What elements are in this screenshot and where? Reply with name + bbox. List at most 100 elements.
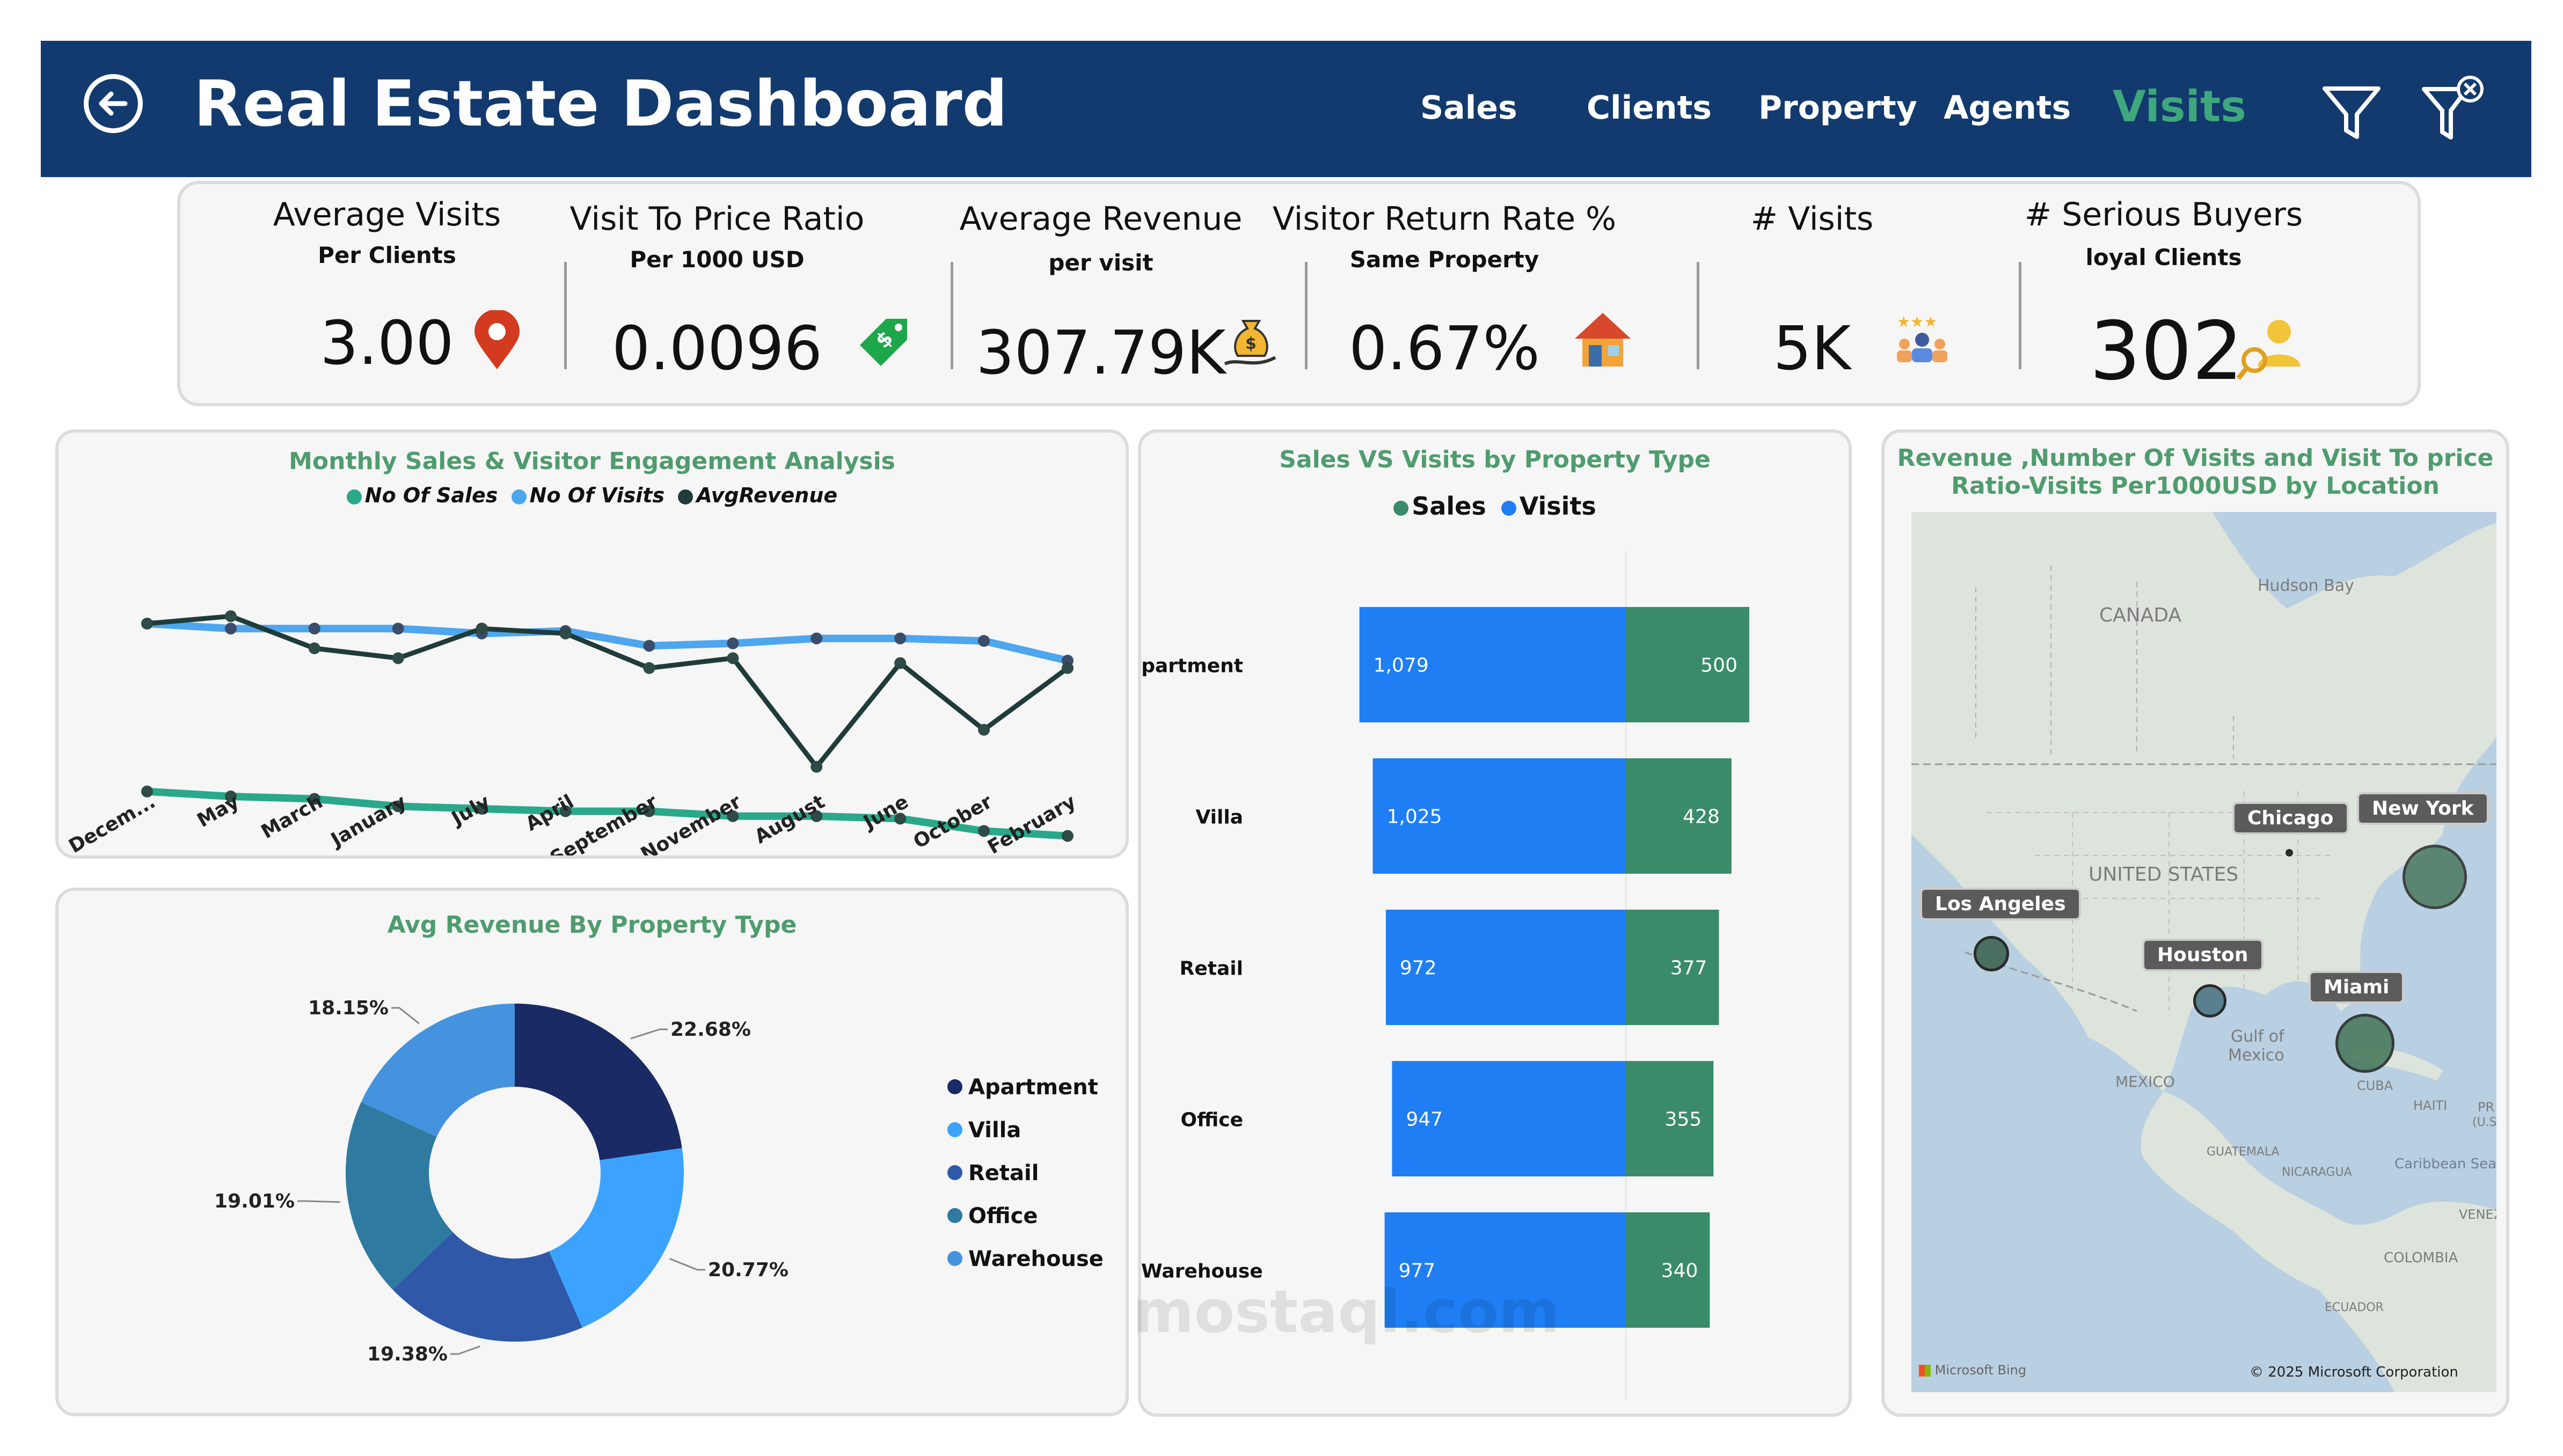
leader-line <box>669 1257 705 1271</box>
kpi-title: Average Revenue <box>959 200 1243 238</box>
legend-item-revenue[interactable]: AvgRevenue <box>678 484 837 507</box>
nav-tab-property[interactable]: Property <box>1758 89 1917 127</box>
panel-title: Avg Revenue By Property Type <box>387 911 797 939</box>
bar-value-label: 500 <box>1700 655 1737 677</box>
nav-tab-agents[interactable]: Agents <box>1944 89 2071 127</box>
map-label: Mexico <box>2228 1046 2284 1065</box>
legend-dot <box>947 1122 962 1137</box>
city-label-los-angeles[interactable]: Los Angeles <box>1920 888 2081 920</box>
data-point <box>727 637 739 649</box>
map-label: PR <box>2478 1100 2495 1115</box>
map-canvas[interactable]: Hudson Bay CANADA UNITED STATES Gulf of … <box>1911 512 2496 1392</box>
data-point <box>308 623 320 635</box>
kpi-subtitle: Same Property <box>1349 246 1539 273</box>
data-point <box>643 662 655 674</box>
map-bubble-miami[interactable] <box>2335 1014 2394 1073</box>
bar-value-label: 377 <box>1670 957 1707 979</box>
legend-dot <box>947 1079 962 1094</box>
series-line-no-of-sales <box>147 787 1068 840</box>
nav-tab-visits[interactable]: Visits <box>2113 82 2246 131</box>
price-tag-icon: $ <box>857 316 910 371</box>
leader-line <box>297 1200 340 1203</box>
legend-label: No Of Visits <box>529 484 665 507</box>
money-bag-hand-icon: $ <box>1222 310 1281 374</box>
leader-line <box>450 1345 480 1355</box>
clear-filter-icon[interactable] <box>2419 73 2488 148</box>
nav-tab-clients[interactable]: Clients <box>1587 89 1712 127</box>
category-label: Warehouse <box>1141 1261 1263 1283</box>
series-line-avgrevenue <box>147 613 1069 770</box>
top-banner: Real Estate Dashboard Sales Clients Prop… <box>41 41 2531 177</box>
legend-item-visits[interactable]: No Of Visits <box>511 484 665 507</box>
data-point <box>224 791 237 802</box>
attribution-text: Microsoft Bing <box>1934 1363 2027 1378</box>
kpi-value: 307.79K <box>976 318 1226 388</box>
line-chart-panel: Monthly Sales & Visitor Engagement Analy… <box>55 429 1129 859</box>
bar-sales <box>1385 910 1626 1025</box>
legend-item-visits[interactable]: Visits <box>1501 492 1596 521</box>
bar-sales <box>1392 1061 1626 1176</box>
kpi-value: 0.0096 <box>612 314 822 384</box>
legend-label: Visits <box>1519 492 1596 521</box>
slice-percent-label: 18.15% <box>308 997 389 1019</box>
legend-dot <box>947 1208 962 1223</box>
x-tick-label: April <box>522 791 578 836</box>
legend-label: Office <box>968 1204 1038 1228</box>
data-point <box>727 810 739 822</box>
back-arrow-icon[interactable] <box>84 74 143 133</box>
kpi-title: Visit To Price Ratio <box>569 200 865 238</box>
city-label-houston[interactable]: Houston <box>2142 939 2263 971</box>
data-point <box>894 657 907 669</box>
data-point <box>224 623 237 635</box>
data-point <box>894 632 907 645</box>
map-attribution-left: Microsoft Bing <box>1919 1363 2026 1378</box>
legend-dot <box>947 1251 962 1266</box>
map-label: HAITI <box>2413 1098 2448 1113</box>
map-bubble-chicago[interactable] <box>2285 849 2293 857</box>
legend-item-sales[interactable]: Sales <box>1393 492 1486 521</box>
panel-title-line: Ratio-Visits Per1000USD by Location <box>1951 472 2440 500</box>
line-chart: Decem... May March January July AprilSeptembe… <box>65 610 1080 855</box>
data-point <box>392 800 404 813</box>
map-label: Gulf of <box>2231 1027 2284 1046</box>
bar-chart-panel: Sales VS Visits by Property Type Sales V… <box>1138 429 1852 1417</box>
panel-title-line: Revenue ,Number Of Visits and Visit To p… <box>1897 444 2494 472</box>
data-point <box>141 785 153 797</box>
map-bubble-houston[interactable] <box>2193 984 2226 1018</box>
data-point <box>476 623 488 635</box>
kpi-card: Average Visits Per Clients 3.00 Visit To… <box>177 181 2421 406</box>
map-label: COLOMBIA <box>2384 1250 2458 1266</box>
city-label-miami[interactable]: Miami <box>2309 971 2405 1004</box>
donut-slice-apartment <box>515 1004 682 1160</box>
city-label-chicago[interactable]: Chicago <box>2232 802 2349 835</box>
map-land <box>1911 512 2496 1392</box>
map-label: CUBA <box>2357 1078 2393 1093</box>
legend-item-sales[interactable]: No Of Sales <box>346 484 498 507</box>
map-label: CANADA <box>2099 604 2182 626</box>
legend-dot <box>346 489 362 504</box>
map-bubble-los-angeles[interactable] <box>1974 936 2009 971</box>
slice-percent-label: 20.77% <box>708 1259 788 1281</box>
slice-percent-label: 19.01% <box>214 1190 295 1212</box>
bar-visits <box>1626 910 1719 1025</box>
svg-text:★★★: ★★★ <box>1897 313 1937 331</box>
category-label: Retail <box>1180 958 1243 980</box>
city-label-new-york[interactable]: New York <box>2357 792 2489 825</box>
bar-sales <box>1359 607 1626 722</box>
bar-visits <box>1626 1061 1714 1176</box>
nav-tab-sales[interactable]: Sales <box>1420 89 1517 127</box>
kpi-subtitle: Per Clients <box>318 242 456 268</box>
map-bubble-new-york[interactable] <box>2403 845 2467 909</box>
data-point <box>810 632 823 645</box>
map-panel: Revenue ,Number Of Visits and Visit To p… <box>1881 429 2509 1417</box>
bar-value-label: 1,025 <box>1387 806 1442 828</box>
bar-value-label: 355 <box>1665 1109 1702 1131</box>
data-point <box>978 825 990 837</box>
legend-label: AvgRevenue <box>696 484 838 507</box>
data-point <box>643 640 655 652</box>
filter-icon[interactable] <box>2319 81 2384 148</box>
x-tick-label: February <box>984 791 1079 855</box>
kpi-title: # Serious Buyers <box>2024 196 2303 233</box>
kpi-subtitle: per visit <box>1048 250 1153 276</box>
data-point <box>978 635 990 647</box>
